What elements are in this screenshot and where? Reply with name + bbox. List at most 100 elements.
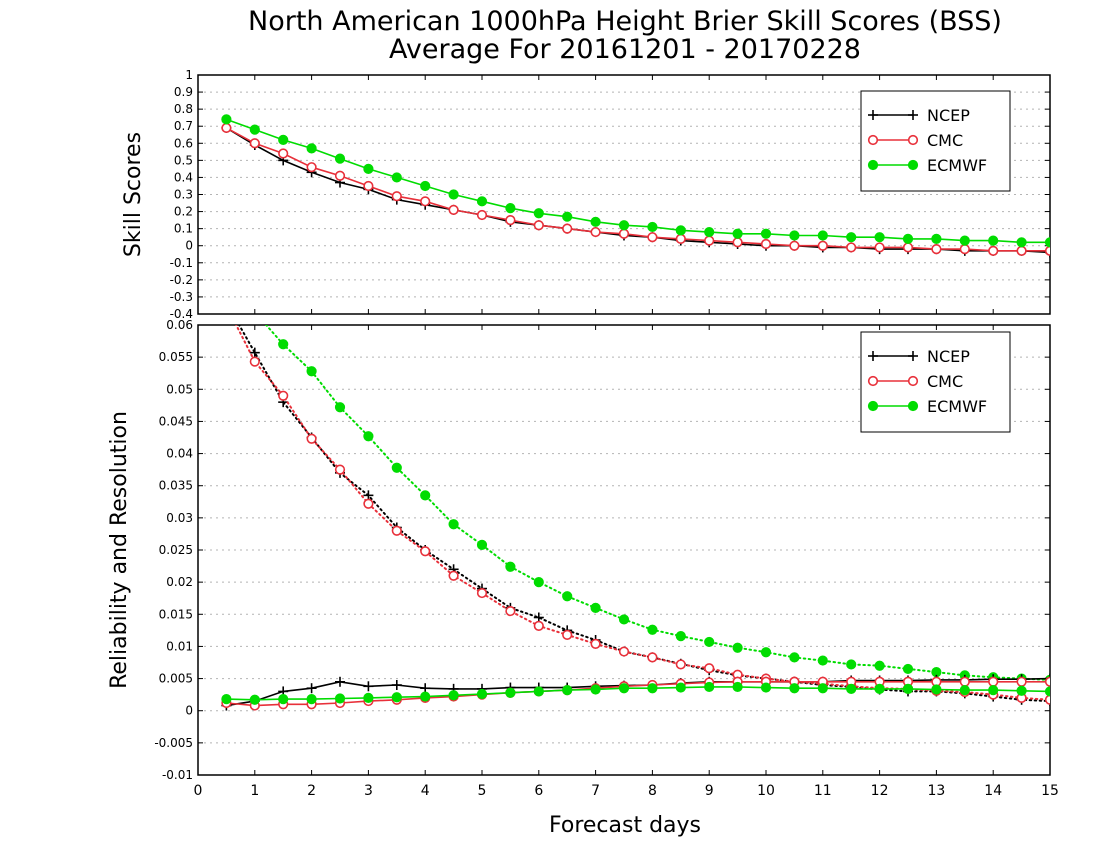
data-point-cmc	[789, 240, 800, 251]
series-line-ecmwf	[225, 686, 1050, 701]
data-point-ncep	[249, 347, 260, 358]
data-point-ecmwf	[420, 691, 431, 702]
data-point-cmc	[675, 659, 686, 670]
data-point-ecmwf	[334, 402, 346, 413]
data-point-cmc	[562, 223, 573, 234]
data-point-cmc	[590, 638, 601, 649]
y-tick-label: 0.8	[174, 102, 193, 116]
data-point-cmc	[420, 546, 431, 557]
data-point-cmc	[222, 301, 231, 310]
data-point-cmc	[278, 390, 289, 401]
data-point-cmc	[476, 587, 488, 599]
data-point-cmc	[505, 215, 516, 226]
legend-marker-ecmwf	[907, 159, 919, 171]
data-point-ecmwf	[306, 694, 317, 705]
data-point-ecmwf	[221, 694, 232, 705]
data-point-ecmwf	[306, 366, 317, 377]
data-point-ecmwf	[1016, 237, 1027, 248]
y-tick-label: 0.045	[159, 414, 193, 428]
y-tick-label: 0.3	[174, 188, 193, 202]
data-point-ecmwf	[704, 636, 715, 648]
plot-area	[221, 114, 1050, 258]
legend-label-ncep: NCEP	[927, 347, 970, 366]
data-point-ecmwf	[817, 683, 828, 694]
data-point-cmc	[590, 226, 601, 238]
data-point-ecmwf	[391, 462, 402, 473]
data-point-ncep	[391, 680, 402, 690]
data-point-cmc	[1044, 676, 1050, 687]
y-axis-label: Reliability and Resolution	[107, 411, 132, 689]
y-tick-label: -0.1	[170, 256, 193, 270]
legend-label-cmc: CMC	[927, 131, 963, 150]
chart-title-line2: Average For 20161201 - 20170228	[389, 34, 861, 65]
data-point-ncep	[306, 683, 317, 694]
data-point-ecmwf	[249, 124, 260, 135]
data-point-cmc	[1016, 245, 1027, 256]
data-point-cmc	[675, 233, 686, 244]
data-point-cmc	[1044, 245, 1050, 256]
data-point-ecmwf	[363, 692, 374, 703]
data-point-ecmwf	[874, 232, 885, 243]
legend-label-ecmwf: ECMWF	[927, 397, 987, 416]
data-point-cmc	[363, 180, 374, 192]
y-tick-label: 0.015	[159, 607, 193, 621]
data-point-ecmwf	[476, 539, 488, 550]
data-point-cmc	[931, 244, 942, 255]
data-point-ecmwf	[732, 681, 743, 693]
legend-marker-ncep	[908, 110, 918, 120]
data-point-ecmwf	[846, 683, 857, 694]
data-point-ecmwf	[1044, 686, 1050, 697]
data-point-cmc	[533, 220, 544, 231]
series-line-cmc	[225, 680, 1050, 707]
x-tick-label: 3	[364, 783, 373, 799]
data-point-ecmwf	[817, 655, 828, 666]
data-point-ecmwf	[846, 232, 857, 243]
data-point-ecmwf	[505, 203, 516, 214]
data-point-cmc	[306, 162, 317, 173]
data-point-cmc	[704, 663, 715, 674]
data-point-ecmwf	[505, 561, 516, 572]
x-tick-label: 5	[478, 783, 487, 799]
data-point-ecmwf	[590, 602, 601, 613]
data-point-cmc	[334, 170, 346, 181]
data-point-ecmwf	[505, 687, 516, 698]
data-point-ecmwf	[931, 684, 942, 695]
data-point-cmc	[448, 570, 459, 581]
y-tick-label: 0.04	[166, 447, 193, 461]
legend: NCEP CMC ECMWF	[860, 90, 1011, 192]
y-tick-label: 0.2	[174, 205, 193, 219]
x-tick-label: 4	[421, 783, 430, 799]
y-tick-label: 0.6	[174, 136, 193, 150]
y-tick-label: 0.4	[174, 170, 193, 184]
data-point-ncep	[221, 298, 231, 308]
legend-marker-ecmwf	[907, 400, 919, 412]
legend-marker-cmc	[867, 375, 879, 387]
data-point-ecmwf	[760, 228, 772, 239]
plot-area	[221, 298, 1050, 711]
data-point-ecmwf	[562, 685, 573, 696]
y-tick-label: 0.025	[159, 543, 193, 557]
x-tick-label: 1	[250, 783, 259, 799]
legend-marker-ncep	[868, 351, 878, 361]
legend-marker-ecmwf	[867, 159, 879, 171]
x-tick-label: 11	[814, 783, 832, 799]
panel-reliability-resolution: -0.01 -0.005 0 0.005 0.01 0.015 0.02 0.025 0.03 0…	[107, 298, 1059, 799]
data-point-ecmwf	[959, 235, 970, 246]
data-point-cmc	[959, 244, 970, 255]
x-tick-label: 0	[194, 783, 203, 799]
data-point-cmc	[988, 676, 999, 687]
data-point-ecmwf	[675, 682, 686, 693]
data-point-cmc	[874, 242, 885, 253]
data-point-ecmwf	[562, 591, 573, 602]
legend-label-ncep: NCEP	[927, 106, 970, 125]
data-point-cmc	[533, 620, 544, 631]
data-point-cmc	[988, 245, 999, 256]
y-tick-label: 0	[185, 239, 193, 253]
data-point-ecmwf	[391, 172, 402, 183]
data-point-ecmwf	[420, 180, 431, 192]
legend-marker-ecmwf	[867, 400, 879, 412]
plot-frame	[197, 324, 1051, 776]
data-point-ecmwf	[278, 694, 289, 705]
legend-marker-ncep	[868, 110, 878, 120]
